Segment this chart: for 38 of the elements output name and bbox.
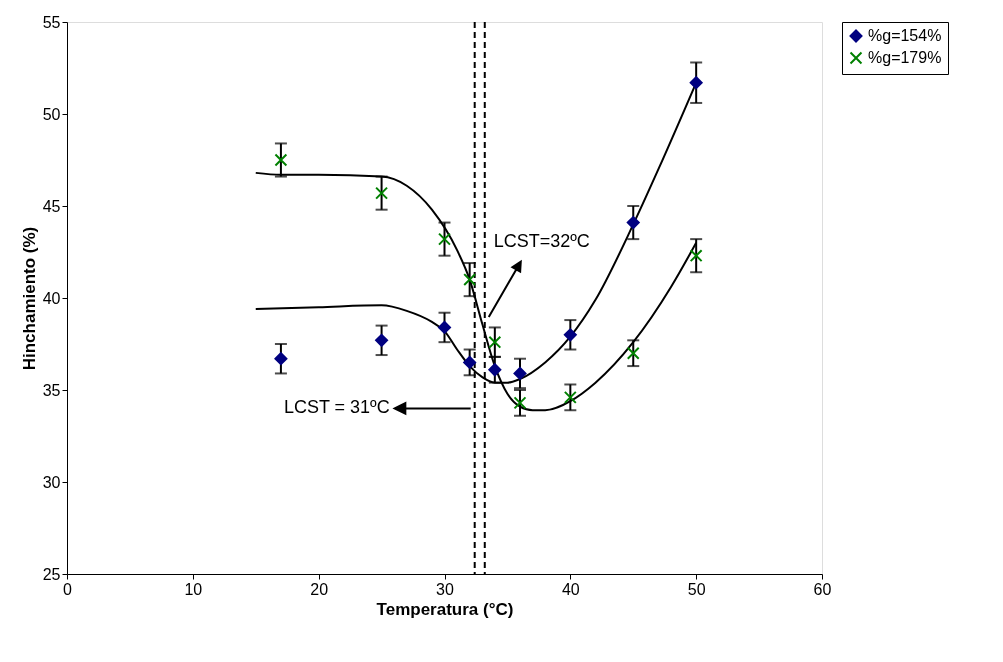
point (274, 352, 288, 366)
x-axis-title: Temperatura (°C) (376, 599, 514, 619)
x-tick-label: 60 (813, 580, 832, 598)
point (626, 216, 640, 230)
x-tick-label: 40 (561, 580, 580, 598)
y-axis-title: Hinchamiento (%) (19, 226, 39, 371)
point (463, 273, 477, 287)
point (438, 320, 451, 334)
point (689, 249, 703, 263)
point (375, 333, 389, 347)
x-tick-label: 50 (687, 580, 706, 598)
y-tick-label: 55 (42, 13, 61, 31)
point (626, 346, 640, 360)
x-tick-label: 10 (184, 580, 203, 598)
x-tick-label: 0 (63, 580, 73, 598)
point (513, 366, 527, 380)
x-tick-label: 30 (436, 580, 454, 598)
y-tick-label: 45 (42, 197, 61, 215)
legend-label: %g=179% (868, 49, 942, 66)
point (463, 355, 477, 369)
legend-label: %g=154% (868, 27, 942, 44)
point (274, 153, 288, 167)
y-tick-label: 50 (42, 105, 61, 123)
point (438, 232, 451, 246)
y-tick-label: 40 (42, 289, 61, 307)
point (513, 396, 527, 410)
y-tick-label: 30 (42, 473, 61, 491)
point (488, 335, 502, 349)
y-tick-label: 35 (42, 381, 61, 399)
y-tick-label: 25 (42, 565, 61, 583)
point (488, 363, 502, 377)
point (563, 390, 577, 404)
point (563, 328, 577, 342)
annotation: LCST=32ºC (493, 231, 590, 252)
point (375, 186, 389, 200)
point (689, 76, 703, 90)
x-tick-label: 20 (310, 580, 329, 598)
annotation: LCST = 31ºC (283, 397, 390, 418)
